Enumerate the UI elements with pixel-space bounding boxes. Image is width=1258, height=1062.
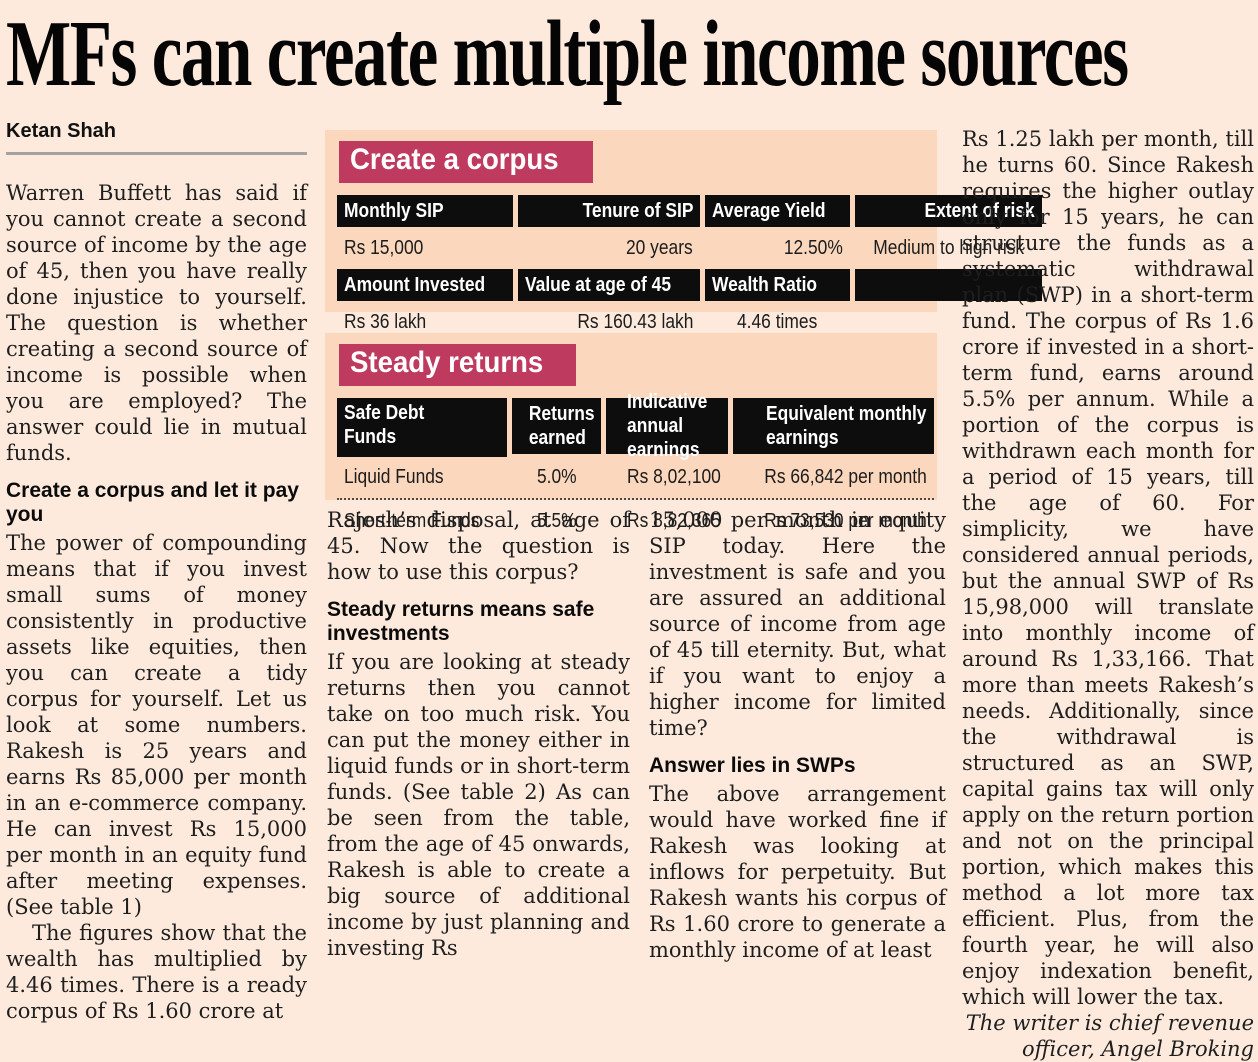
col3-subheading: Answer lies in SWPs <box>649 754 856 777</box>
col2-paragraph-1: Rajesh’s disposal, at age of 45. Now the… <box>327 508 630 584</box>
col2-paragraph-2: If you are looking at steady returns the… <box>327 650 630 960</box>
col1-paragraph-3: The figures show that the wealth has mul… <box>6 921 307 1023</box>
text-column-2: Rajesh’s disposal, at age of 45. Now the… <box>327 507 630 961</box>
table1-header-tenure-of-sip: Tenure of SIP <box>518 195 701 227</box>
table-create-a-corpus: Create a corpus Monthly SIP Tenure of SI… <box>325 130 1042 333</box>
table2-title-text: Steady returns <box>350 346 544 379</box>
table2-header-returns-earned: Returns earned <box>511 398 602 454</box>
article-headline: MFs can create multiple income sources <box>6 0 1256 112</box>
writer-credit: The writer is chief revenue officer, Ang… <box>965 1011 1254 1061</box>
table1-header-wealth-ratio: Wealth Ratio <box>705 269 850 301</box>
table1-value-amount-invested: Rs 36 lakh <box>344 310 427 333</box>
table2-grid: Safe Debt Funds Returns earned Indicativ… <box>337 391 934 537</box>
col4-paragraph-1: Rs 1.25 lakh per month, till he turns 60… <box>962 127 1254 1009</box>
table2-header-indicative-annual-earnings: Indicative annual earnings <box>606 391 729 461</box>
col1-paragraph-2: The power of compounding means that if y… <box>6 531 307 919</box>
col1-paragraph-1: Warren Buffett has said if you cannot cr… <box>6 181 307 465</box>
table1-header-extent-of-risk: Extent of risk <box>854 195 1042 227</box>
table1-value-value-at-45: Rs 160.43 lakh <box>577 310 694 333</box>
table1-header-empty <box>854 269 1042 301</box>
table1-header-amount-invested: Amount Invested <box>337 269 514 301</box>
table1-value-extent-of-risk: Medium to high risk <box>872 236 1024 259</box>
table2-header-safe-debt-funds: Safe Debt Funds <box>337 398 507 457</box>
col1-subheading: Create a corpus and let it pay you <box>6 479 299 526</box>
col3-paragraph-1: 15,000 per month in equity SIP today. He… <box>649 508 946 740</box>
byline-divider <box>6 152 307 155</box>
table1-header-monthly-sip: Monthly SIP <box>337 195 514 227</box>
newspaper-article-page: MFs can create multiple income sources K… <box>6 0 1256 1061</box>
table1-value-wealth-ratio: 4.46 times <box>737 310 818 333</box>
table2-header-equivalent-monthly-earnings: Equivalent monthly earnings <box>733 398 934 454</box>
table1-value-average-yield: 12.50% <box>783 236 843 259</box>
table1-header-value-at-45: Value at age of 45 <box>518 269 701 301</box>
table1-value-monthly-sip: Rs 15,000 <box>344 236 424 259</box>
table1-value-tenure-of-sip: 20 years <box>626 236 694 259</box>
table2-row2-returns: 5.5% <box>536 509 577 532</box>
col2-subheading: Steady returns means safe investments <box>327 598 595 645</box>
table2-row1-monthly-earnings: Rs 66,842 per month <box>764 465 927 488</box>
article-headline-text: MFs can create multiple income sources <box>6 2 1129 106</box>
text-column-4: Rs 1.25 lakh per month, till he turns 60… <box>962 126 1254 1062</box>
table1-title-banner: Create a corpus <box>339 141 593 183</box>
table2-row2-annual-earnings: Rs 8,82,365 <box>627 509 722 532</box>
table1-grid: Monthly SIP Tenure of SIP Average Yield … <box>337 195 1042 339</box>
col3-paragraph-2: The above arrangement would have worked … <box>649 782 946 962</box>
table2-row2-fund-name: Short-term Funds <box>344 509 480 532</box>
tables-area: Create a corpus Monthly SIP Tenure of SI… <box>325 130 1042 532</box>
table2-row1-annual-earnings: Rs 8,02,100 <box>627 465 722 488</box>
table1-title-text: Create a corpus <box>350 143 559 176</box>
table2-row2-monthly-earnings: Rs 73,530 per month <box>764 509 927 532</box>
table2-row1-fund-name: Liquid Funds <box>344 465 444 488</box>
table2-row1-returns: 5.0% <box>536 465 577 488</box>
text-column-3: 15,000 per month in equity SIP today. He… <box>649 507 946 963</box>
table1-header-average-yield: Average Yield <box>705 195 850 227</box>
table-steady-returns: Steady returns Safe Debt Funds Returns e… <box>325 333 937 532</box>
table2-row-divider <box>337 498 934 500</box>
table2-title-banner: Steady returns <box>339 344 577 386</box>
byline: Ketan Shah <box>6 120 117 142</box>
text-column-1: Ketan Shah Warren Buffett has said if yo… <box>6 120 307 1024</box>
